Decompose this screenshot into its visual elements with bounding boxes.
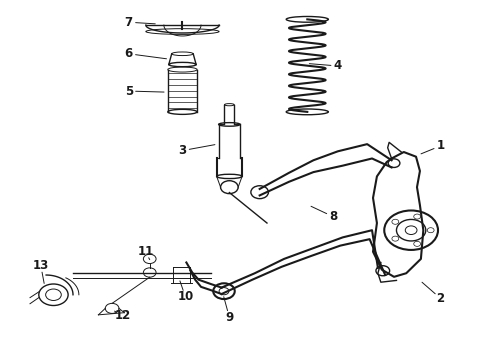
Text: 8: 8 — [329, 210, 337, 223]
Text: 10: 10 — [177, 291, 194, 303]
Text: 11: 11 — [137, 245, 153, 258]
Text: 6: 6 — [124, 47, 133, 60]
Text: 12: 12 — [115, 309, 131, 322]
Text: 1: 1 — [437, 139, 444, 152]
Text: 2: 2 — [437, 292, 444, 305]
Text: 13: 13 — [33, 259, 49, 272]
Text: 5: 5 — [124, 85, 133, 98]
Text: 7: 7 — [124, 16, 133, 29]
Text: 3: 3 — [178, 144, 187, 157]
Text: 4: 4 — [334, 59, 342, 72]
Text: 9: 9 — [225, 311, 234, 324]
